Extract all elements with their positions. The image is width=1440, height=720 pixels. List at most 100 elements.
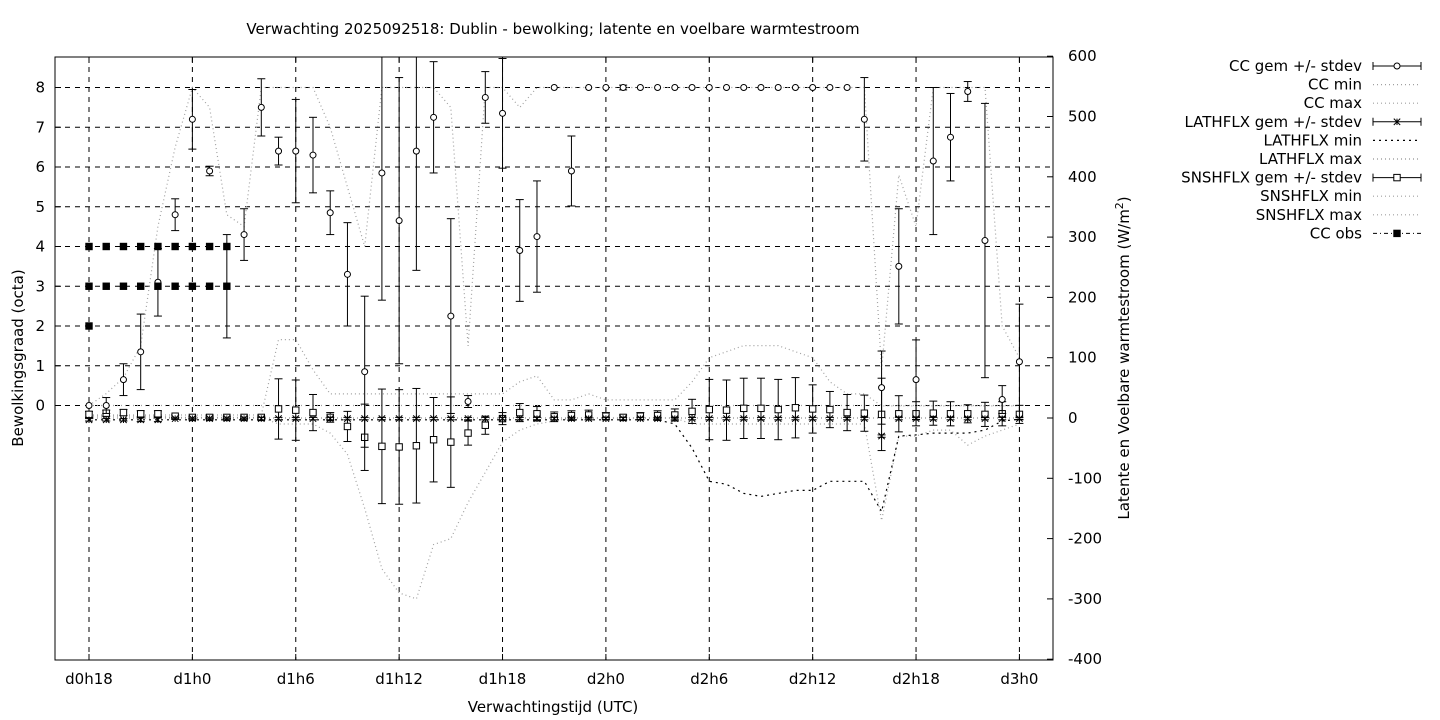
- cc-point: [499, 109, 507, 117]
- cc-point: [895, 262, 903, 270]
- legend-marker-filled-square: [1393, 229, 1401, 238]
- lathflx-point: [481, 415, 489, 423]
- cc-obs-point: [188, 242, 197, 251]
- snshflx-point: [136, 410, 145, 418]
- cc-point: [240, 231, 248, 239]
- series-layer: [85, 57, 1024, 600]
- snshflx-point: [791, 404, 800, 412]
- cc-point: [447, 312, 455, 320]
- cc-point: [464, 398, 472, 406]
- lathflx-point: [878, 432, 886, 440]
- y2-tick-label: -100: [1068, 469, 1102, 487]
- lathflx-point: [826, 415, 834, 423]
- y2-axis-label: Latente en Voelbare warmtestroom (W/m2): [1113, 196, 1133, 519]
- cc-point: [688, 84, 696, 91]
- lathflx-point: [430, 415, 438, 423]
- y2-axis-label-end: ): [1115, 196, 1133, 202]
- x-tick-label: d2h18: [892, 670, 940, 688]
- lathflx-point: [498, 415, 507, 423]
- cc-point: [309, 151, 317, 159]
- cc-point: [137, 348, 145, 356]
- y-tick-label: 3: [35, 277, 45, 295]
- lathflx-point: [257, 415, 265, 423]
- lathflx-point: [929, 415, 937, 423]
- lathflx-point: [998, 415, 1006, 423]
- lathflx-point: [206, 415, 214, 423]
- cc-point: [654, 84, 662, 91]
- plot-frame: [54, 56, 1054, 661]
- x-tick-label: d1h0: [173, 670, 211, 688]
- cc-obs-point: [223, 242, 231, 251]
- cc-obs-point: [205, 282, 214, 290]
- lathflx-point: [843, 415, 851, 423]
- y2-axis-label-main: Latente en Voelbare warmtestroom (W/m: [1115, 209, 1133, 519]
- cc-point: [774, 84, 782, 91]
- cc-obs-point: [85, 282, 93, 290]
- y-tick-label: 5: [35, 198, 45, 216]
- legend-marker-asterisk: [1393, 118, 1401, 126]
- y2-tick-label: 500: [1068, 108, 1097, 126]
- x-tick-label: d2h12: [789, 670, 837, 688]
- y-tick-label: 1: [35, 357, 45, 375]
- grid: [55, 57, 1053, 660]
- lathflx-min-line: [89, 418, 1020, 514]
- cc-obs-point: [154, 282, 162, 290]
- lathflx-point: [964, 415, 972, 423]
- cc-point: [188, 115, 196, 123]
- lathflx-point: [688, 415, 696, 423]
- cc-point: [826, 84, 834, 91]
- cc-obs-point: [136, 282, 145, 290]
- cc-point: [206, 167, 214, 175]
- snshflx-point: [826, 405, 834, 414]
- y2-axis-label-sup: 2: [1113, 202, 1126, 209]
- snshflx-point: [705, 405, 713, 414]
- cc-obs-point: [119, 242, 128, 251]
- lathflx-point: [102, 416, 110, 424]
- lathflx-point: [774, 415, 782, 423]
- lathflx-point: [154, 416, 162, 424]
- lathflx-point: [447, 415, 455, 423]
- cc-point: [550, 84, 558, 91]
- cc-obs-point: [223, 282, 231, 290]
- lathflx-point: [85, 416, 93, 424]
- cc-point: [326, 209, 334, 217]
- legend-label: CC obs: [1310, 224, 1362, 242]
- cc-point: [636, 84, 644, 91]
- y-axis-label: Bewolkingsgraad (octa): [9, 269, 27, 446]
- cc-obs-point: [102, 282, 110, 290]
- cc-point: [102, 402, 110, 409]
- cc-point: [1015, 358, 1023, 366]
- legend-label: SNSHFLX min: [1260, 187, 1362, 205]
- snshflx-point: [843, 408, 851, 417]
- x-tick-label: d2h6: [690, 670, 728, 688]
- cc-point: [602, 84, 610, 91]
- lathflx-point: [119, 416, 128, 424]
- y2-tick-label: -400: [1068, 650, 1102, 668]
- cc-point: [964, 87, 972, 95]
- cc-point: [275, 147, 283, 155]
- snshflx-point: [274, 405, 283, 413]
- cc-point: [878, 384, 886, 392]
- cc-point: [860, 115, 868, 123]
- cc-point: [378, 169, 386, 177]
- x-tick-label: d2h0: [587, 670, 625, 688]
- legend-label: LATHFLX gem +/- stdev: [1184, 113, 1362, 131]
- y2-tick-label: 400: [1068, 168, 1097, 186]
- cc-obs-point: [85, 322, 93, 330]
- lathflx-point: [567, 415, 575, 423]
- snshflx-point: [464, 429, 472, 437]
- lathflx-point: [533, 415, 541, 423]
- lathflx-point: [550, 415, 558, 423]
- lathflx-point: [860, 415, 868, 423]
- lathflx-point: [636, 415, 644, 423]
- snshflx-point: [395, 443, 403, 451]
- legend-label: CC max: [1304, 94, 1363, 112]
- cc-obs-point: [188, 282, 197, 290]
- y2-tick-label: 600: [1068, 47, 1097, 65]
- lathflx-point: [895, 415, 903, 423]
- y2-tick-label: -300: [1068, 590, 1102, 608]
- snshflx-min-line: [89, 415, 1020, 600]
- lathflx-point: [412, 415, 420, 423]
- lathflx-point: [292, 415, 300, 423]
- snshflx-point: [774, 405, 782, 414]
